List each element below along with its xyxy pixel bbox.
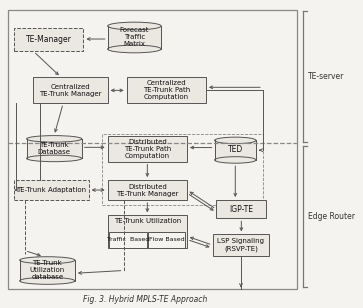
Ellipse shape (215, 137, 256, 144)
Bar (108, 136, 187, 162)
Bar (215, 140, 256, 160)
Text: LSP Signaling
(RSVP-TE): LSP Signaling (RSVP-TE) (217, 238, 265, 252)
Text: Distributed
TE-Trunk Manager: Distributed TE-Trunk Manager (116, 184, 179, 197)
Text: Centralized
TE-Trunk Manager: Centralized TE-Trunk Manager (39, 84, 102, 97)
Text: TE-Trunk Utilization: TE-Trunk Utilization (114, 218, 181, 224)
Bar (108, 26, 161, 49)
Text: Fig. 3. Hybrid MPLS-TE Approach: Fig. 3. Hybrid MPLS-TE Approach (83, 295, 208, 304)
Bar (15, 180, 89, 200)
Text: Distributed
TE-Trunk Path
Computation: Distributed TE-Trunk Path Computation (124, 139, 171, 159)
Bar (20, 260, 75, 281)
Ellipse shape (20, 257, 75, 264)
Text: TE-Manager: TE-Manager (26, 35, 72, 44)
Text: IGP-TE: IGP-TE (229, 205, 253, 214)
Bar (102, 134, 263, 205)
Bar (216, 200, 266, 218)
Text: TE-server: TE-server (309, 72, 345, 81)
Text: TE-Trunk
Utilization
database: TE-Trunk Utilization database (30, 260, 65, 280)
Bar (148, 232, 185, 248)
Ellipse shape (215, 157, 256, 163)
Text: TE-Trunk
Database: TE-Trunk Database (38, 142, 71, 155)
Text: Traffic  Based: Traffic Based (107, 237, 150, 242)
Ellipse shape (20, 278, 75, 284)
Ellipse shape (26, 155, 82, 162)
Bar (109, 232, 147, 248)
Bar (26, 139, 82, 158)
Bar (108, 215, 187, 248)
Bar (212, 234, 269, 256)
Text: TED: TED (228, 145, 243, 154)
Ellipse shape (108, 22, 161, 30)
Text: Edge Router: Edge Router (309, 212, 355, 221)
Text: Flow Based: Flow Based (149, 237, 184, 242)
Bar (33, 77, 108, 103)
Bar (108, 180, 187, 200)
Text: Forecast
Traffic
Matrix: Forecast Traffic Matrix (120, 27, 149, 47)
Ellipse shape (26, 136, 82, 142)
Bar (127, 77, 206, 103)
Text: Centralized
TE-Trunk Path
Computation: Centralized TE-Trunk Path Computation (143, 80, 190, 100)
Bar (15, 28, 83, 51)
Bar (8, 10, 297, 289)
Text: TE-Trunk Adaptation: TE-Trunk Adaptation (17, 187, 87, 193)
Ellipse shape (108, 45, 161, 53)
